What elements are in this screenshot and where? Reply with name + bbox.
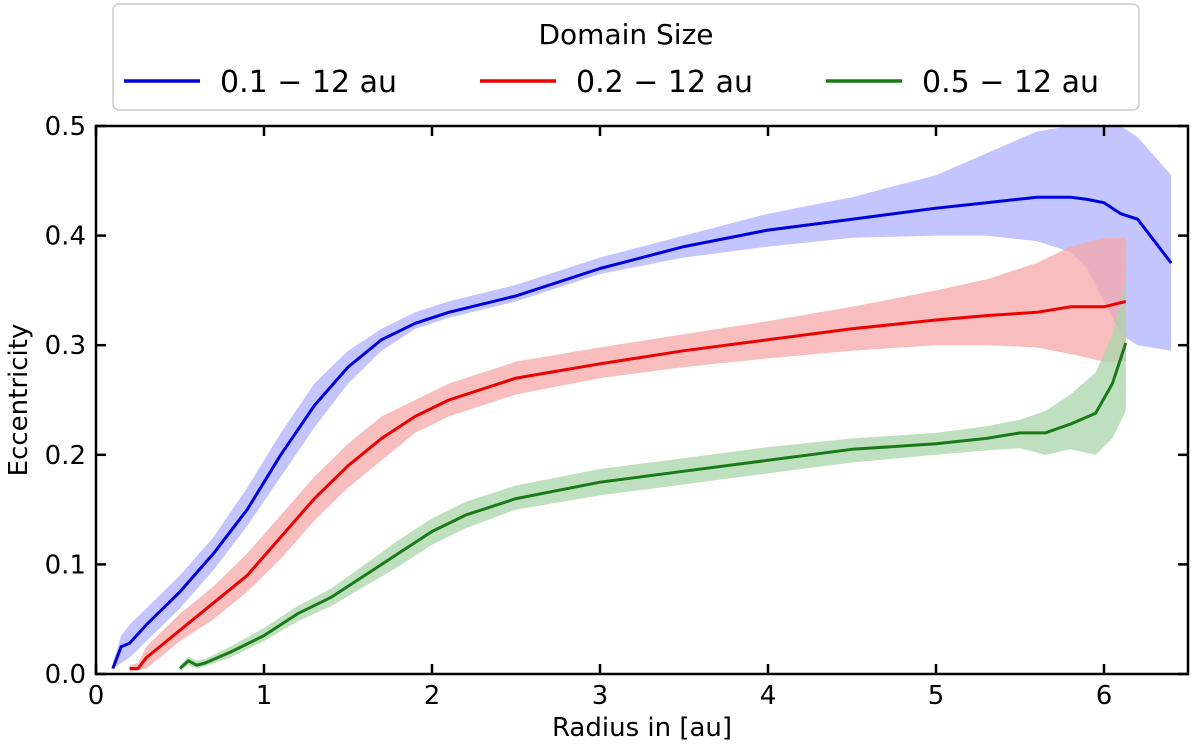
x-tick-label: 1	[256, 681, 273, 711]
x-tick-label: 4	[760, 681, 777, 711]
y-tick-label: 0.0	[45, 660, 86, 690]
line-series-1	[111, 195, 1173, 670]
legend-label-1: 0.1 − 12 au	[220, 65, 397, 100]
y-axis-label: Eccentricity	[4, 324, 34, 477]
x-tick-label: 6	[1096, 681, 1113, 711]
band-series-1	[112, 126, 1172, 669]
legend-entries: 0.1 − 12 au 0.2 − 12 au 0.5 − 12 au	[124, 65, 1099, 100]
legend-box	[112, 3, 1140, 111]
y-tick-label: 0.4	[45, 222, 86, 252]
y-axis-ticks: 0.0 0.1 0.2 0.3 0.4 0.5	[45, 112, 1188, 690]
legend-label-2: 0.2 − 12 au	[576, 65, 753, 100]
y-tick-label: 0.1	[45, 550, 86, 580]
line-series-3	[178, 342, 1128, 670]
x-axis-label: Radius in [au]	[552, 713, 732, 743]
plot-frame	[94, 124, 1190, 676]
series-lines	[111, 195, 1173, 670]
legend: Domain Size 0.1 − 12 au 0.2 − 12 au 0.5 − …	[112, 3, 1140, 111]
plot-area: 0 1 2 3 4 5 6 0.0 0.1 0.2 0.3 0.4 0.5	[45, 112, 1190, 711]
x-axis-ticks: 0 1 2 3 4 5 6	[88, 126, 1113, 711]
y-tick-label: 0.3	[45, 331, 86, 361]
legend-label-3: 0.5 − 12 au	[922, 65, 1099, 100]
x-tick-label: 5	[928, 681, 945, 711]
y-tick-label: 0.5	[45, 112, 86, 142]
x-tick-label: 2	[424, 681, 441, 711]
line-series-2	[129, 299, 1127, 670]
x-tick-label: 0	[88, 681, 105, 711]
legend-title: Domain Size	[538, 18, 713, 51]
band-series-2	[129, 237, 1126, 672]
uncertainty-bands	[112, 126, 1172, 672]
y-tick-label: 0.2	[45, 441, 86, 471]
x-tick-label: 3	[592, 681, 609, 711]
